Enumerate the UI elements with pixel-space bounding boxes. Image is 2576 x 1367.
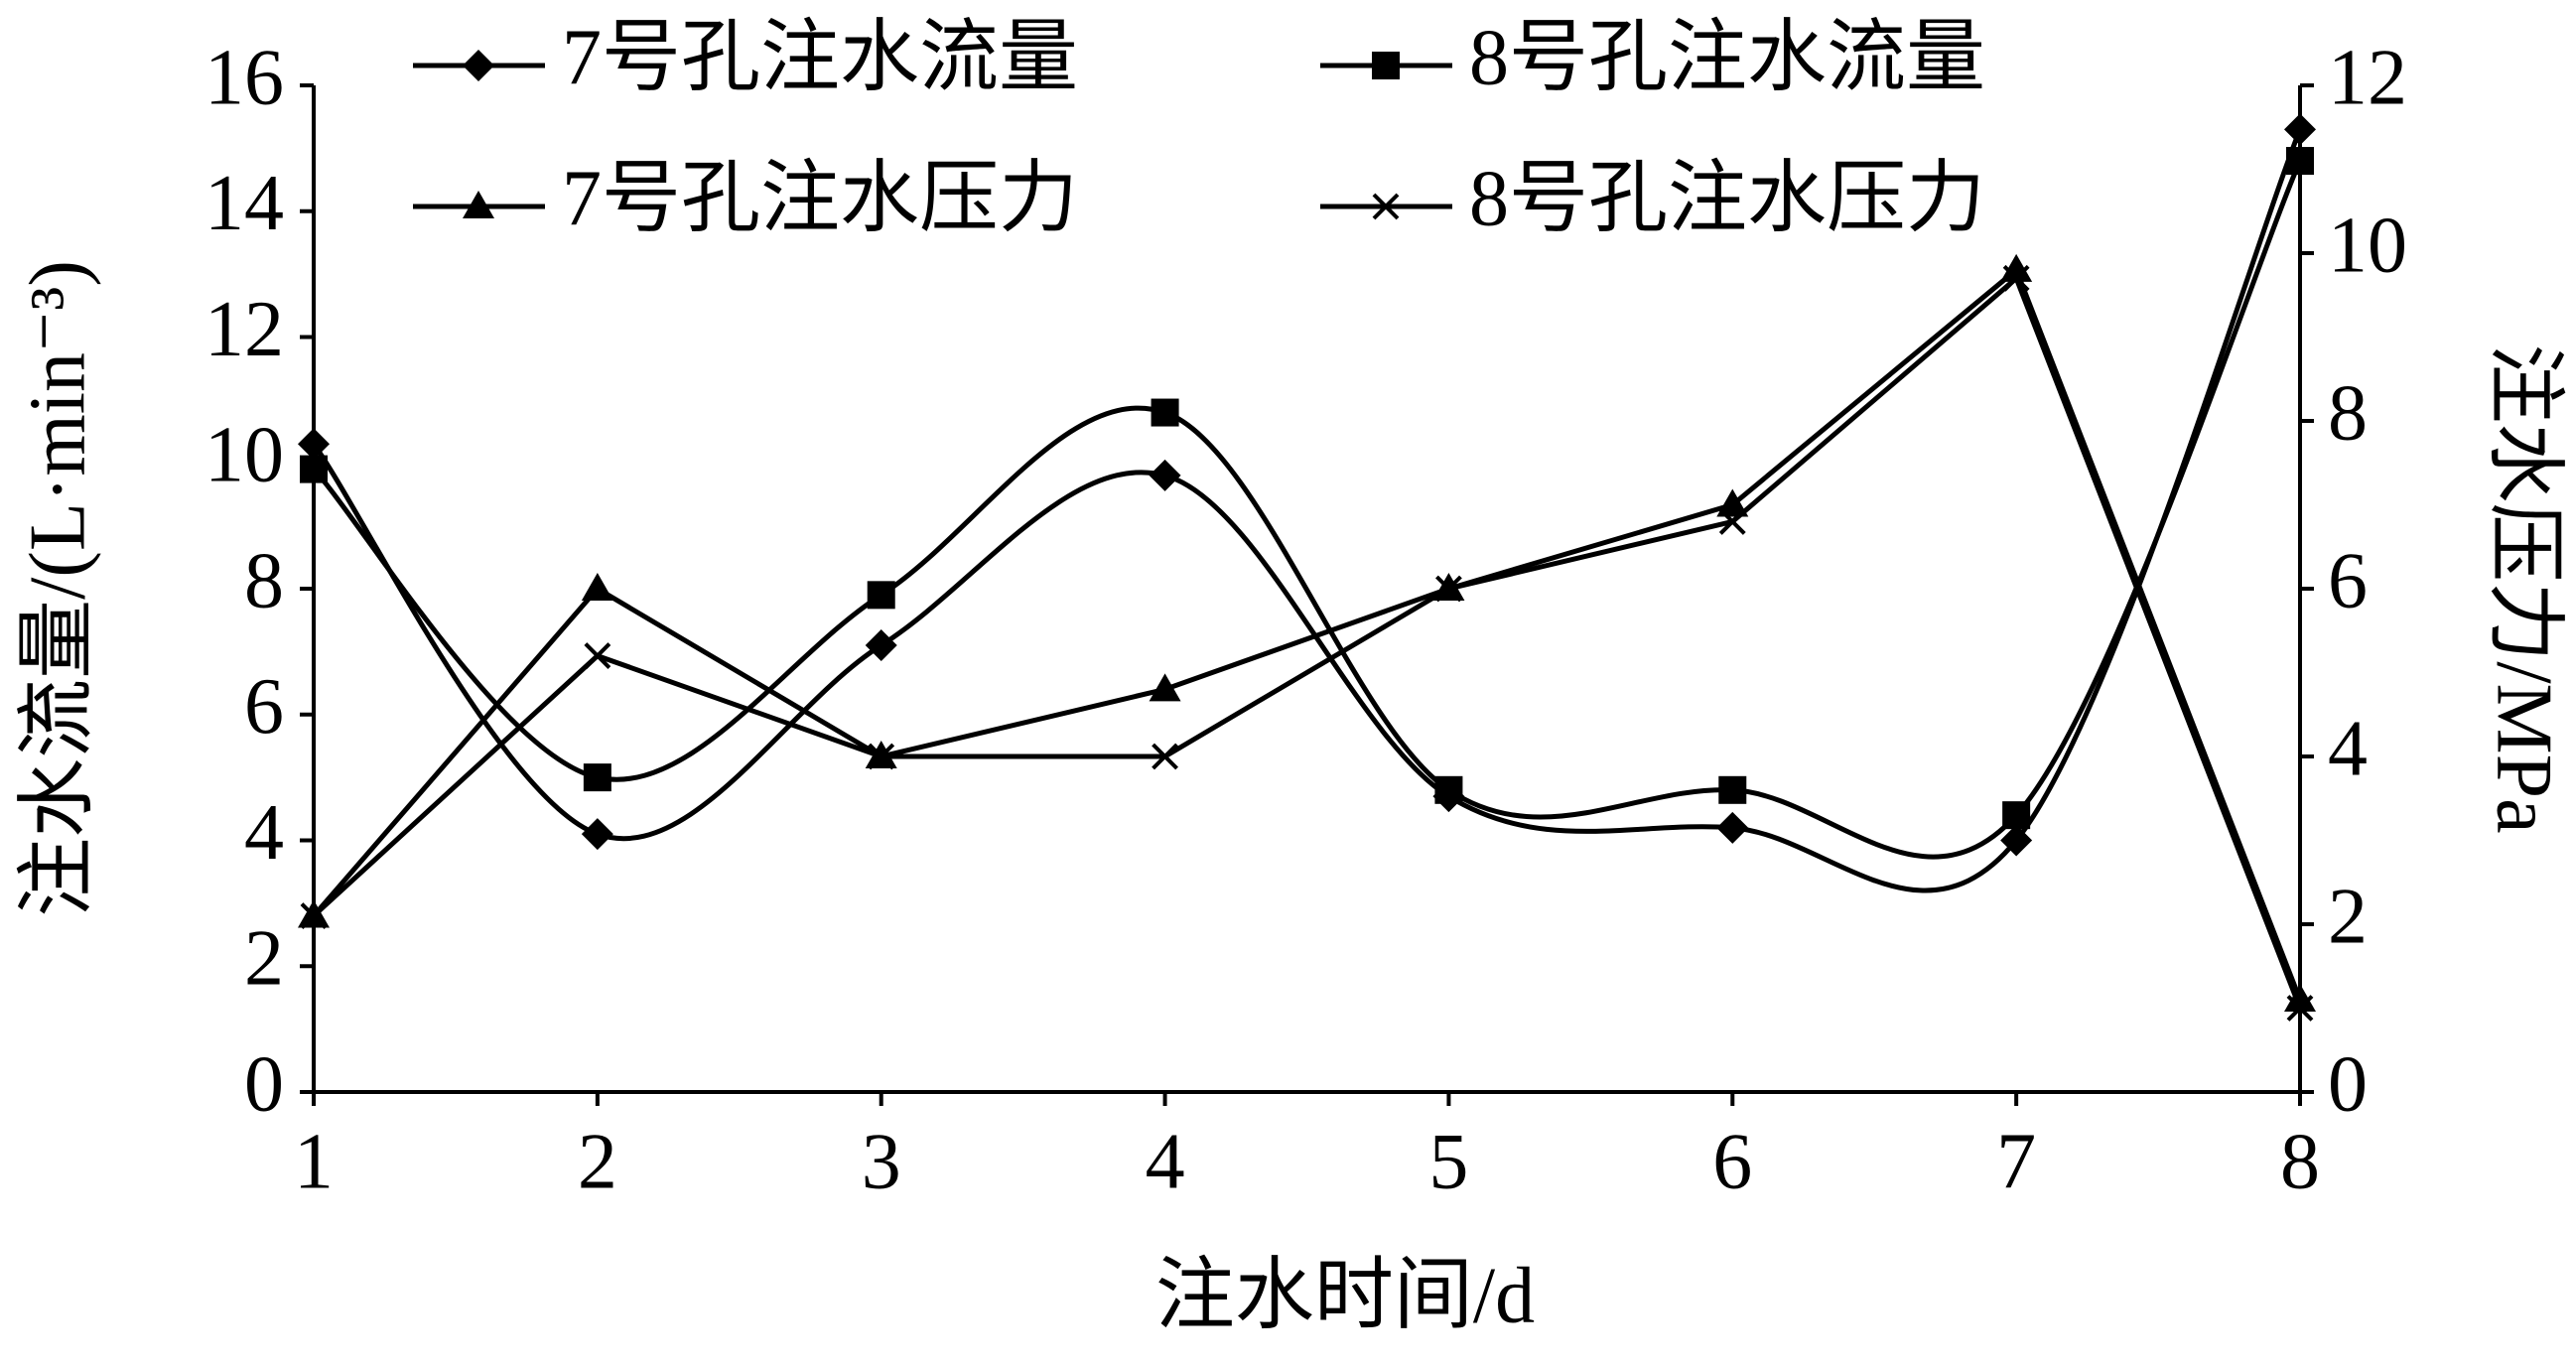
marker [2284, 984, 2316, 1013]
marker [298, 428, 330, 461]
marker [581, 818, 613, 851]
y-axis-title: 注水流量/(L·min⁻³) [14, 260, 101, 917]
legend-label: 7号孔注水流量 [562, 14, 1078, 101]
y-tick-label: 10 [204, 412, 284, 499]
legend-label: 8号孔注水流量 [1469, 14, 1985, 101]
y-tick-label: 6 [244, 663, 284, 751]
marker [1372, 52, 1400, 79]
marker [1716, 488, 1749, 517]
legend-label: 8号孔注水压力 [1469, 155, 1985, 242]
series-line [312, 160, 2303, 860]
marker [868, 743, 895, 770]
marker [300, 902, 328, 929]
y2-tick-label: 4 [2328, 705, 2368, 792]
marker [1718, 507, 1746, 535]
marker [1151, 398, 1179, 427]
series-line [311, 128, 2303, 893]
marker [463, 191, 494, 218]
marker [463, 50, 494, 81]
marker [2000, 253, 2033, 282]
marker [1435, 575, 1462, 603]
marker [1718, 775, 1747, 804]
marker [2002, 801, 2031, 830]
marker [1372, 193, 1400, 220]
marker [2002, 264, 2030, 292]
marker [2284, 113, 2316, 146]
x-tick-label: 2 [578, 1118, 617, 1205]
legend-label: 7号孔注水压力 [562, 155, 1078, 242]
y-tick-label: 2 [244, 915, 284, 1003]
x-tick-label: 3 [862, 1118, 901, 1205]
y-tick-label: 12 [204, 286, 284, 373]
marker [867, 581, 895, 610]
marker [300, 455, 328, 483]
y2-tick-label: 10 [2328, 202, 2407, 289]
marker [584, 642, 611, 670]
marker [1152, 743, 1178, 770]
x-tick-label: 7 [1996, 1118, 2036, 1205]
x-tick-label: 1 [294, 1118, 334, 1205]
marker [581, 573, 613, 601]
y2-tick-label: 0 [2328, 1040, 2368, 1128]
y-tick-label: 4 [244, 789, 284, 877]
marker [2286, 995, 2314, 1022]
marker [1149, 459, 1181, 491]
y2-axis-title: 注水压力/MPa [2481, 343, 2568, 833]
y2-tick-label: 8 [2328, 369, 2368, 457]
x-axis-title: 注水时间/d [1155, 1252, 1535, 1339]
marker [1434, 775, 1463, 804]
y-tick-label: 8 [244, 537, 284, 624]
marker [2286, 147, 2314, 176]
y2-tick-label: 2 [2328, 873, 2368, 960]
series-line [312, 265, 2303, 1001]
marker [583, 763, 611, 792]
y-tick-label: 16 [204, 34, 284, 121]
x-tick-label: 8 [2280, 1118, 2320, 1205]
series-line [312, 274, 2303, 1010]
y-tick-label: 14 [204, 160, 284, 247]
y2-tick-label: 6 [2328, 537, 2368, 624]
marker [865, 629, 897, 662]
marker [1716, 811, 1749, 844]
marker [1149, 673, 1181, 702]
x-tick-label: 5 [1428, 1118, 1468, 1205]
x-tick-label: 4 [1146, 1118, 1185, 1205]
y-tick-label: 0 [244, 1040, 284, 1128]
y2-tick-label: 12 [2328, 34, 2407, 121]
x-tick-label: 6 [1712, 1118, 1752, 1205]
marker [2000, 824, 2033, 857]
